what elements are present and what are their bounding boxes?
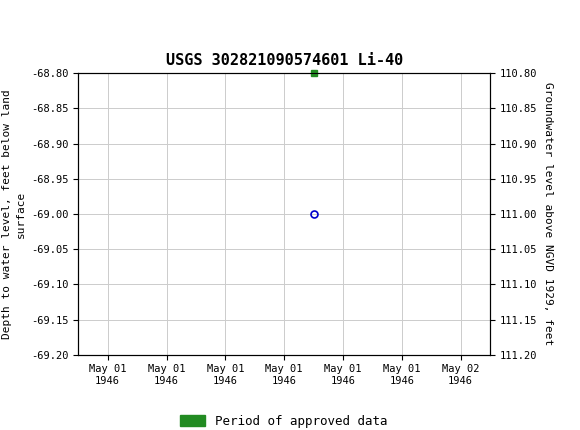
Title: USGS 302821090574601 Li-40: USGS 302821090574601 Li-40 bbox=[165, 53, 403, 68]
Legend: Period of approved data: Period of approved data bbox=[175, 410, 393, 430]
Bar bbox=[5, 7, 43, 39]
Y-axis label: Groundwater level above NGVD 1929, feet: Groundwater level above NGVD 1929, feet bbox=[543, 82, 553, 346]
Text: USGS: USGS bbox=[52, 13, 116, 33]
Y-axis label: Depth to water level, feet below land
surface: Depth to water level, feet below land su… bbox=[2, 89, 26, 339]
